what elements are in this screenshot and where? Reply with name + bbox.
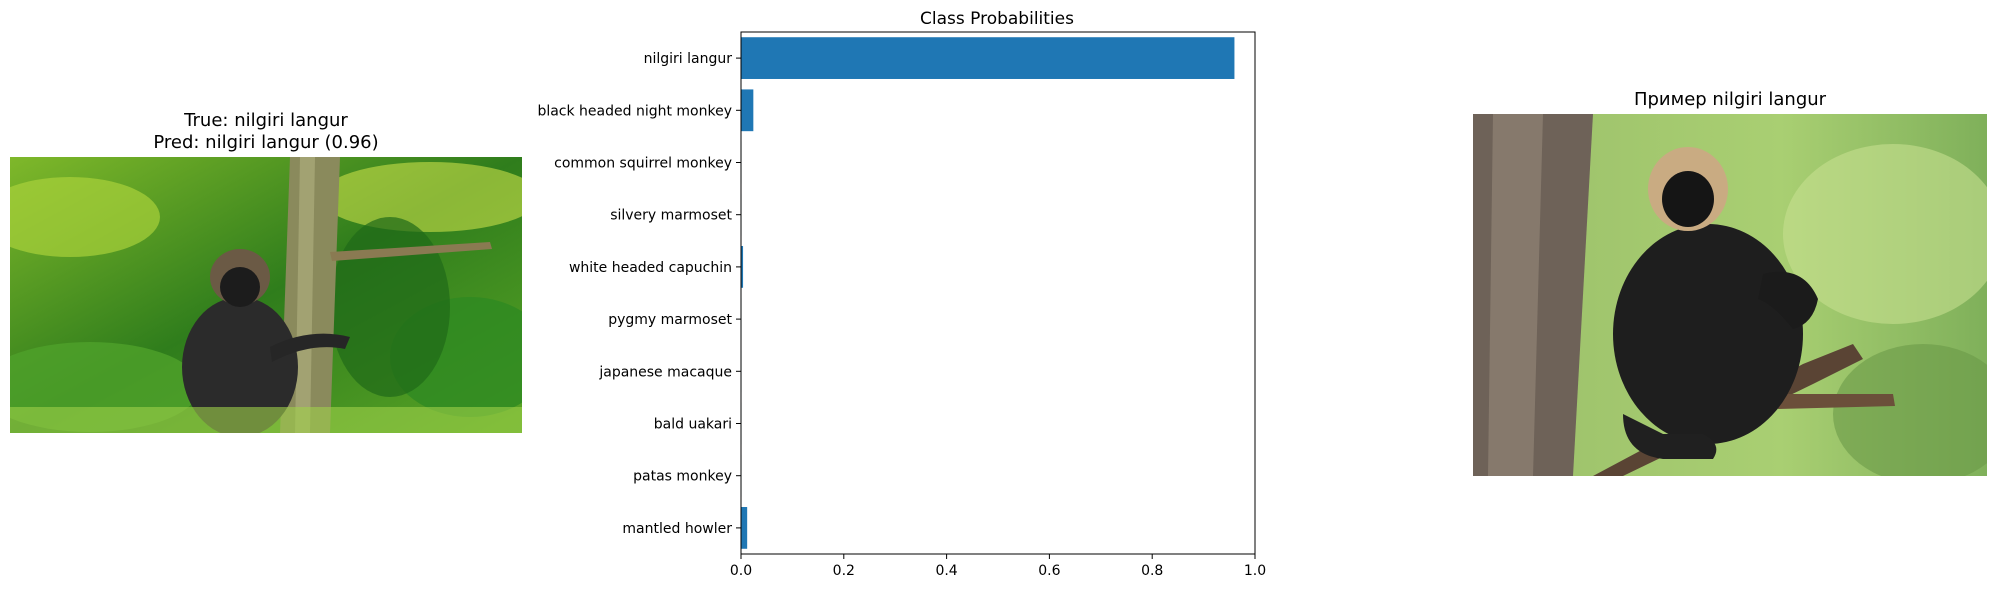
x-tick-label: 0.8 — [1141, 563, 1163, 579]
y-tick-label: silvery marmoset — [610, 208, 732, 224]
bar-4 — [741, 246, 744, 288]
bar-0 — [741, 37, 1235, 79]
y-tick-label: japanese macaque — [598, 364, 732, 380]
bars-layer — [741, 37, 1235, 549]
right-image-title: Пример nilgiri langur — [1473, 89, 1987, 111]
y-tick-label: black headed night monkey — [537, 103, 732, 119]
chart-title: Class Probabilities — [920, 9, 1074, 29]
test-image — [10, 157, 522, 433]
x-tick-label: 0.2 — [833, 563, 855, 579]
example-image — [1473, 114, 1987, 476]
x-tick-label: 1.0 — [1244, 563, 1266, 579]
y-tick-label: patas monkey — [633, 469, 732, 485]
x-tick-label: 0.4 — [935, 563, 957, 579]
bar-9 — [741, 507, 748, 549]
x-tick-label: 0.6 — [1038, 563, 1060, 579]
y-tick-labels: nilgiri langur black headed night monkey c… — [537, 51, 741, 537]
true-label: True: nilgiri langur — [184, 110, 348, 131]
y-tick-label: common squirrel monkey — [554, 156, 732, 172]
y-tick-label: white headed capuchin — [569, 260, 732, 276]
x-tick-labels: 0.0 0.2 0.4 0.6 0.8 1.0 — [730, 554, 1266, 579]
example-image-picture — [1473, 114, 1987, 476]
example-label: Пример nilgiri langur — [1633, 89, 1827, 110]
bar-1 — [741, 89, 754, 132]
x-tick-label: 0.0 — [730, 563, 752, 579]
plot-frame — [740, 31, 1256, 555]
y-tick-label: pygmy marmoset — [608, 312, 732, 328]
y-tick-label: mantled howler — [622, 521, 732, 537]
pred-label: Pred: nilgiri langur (0.96) — [153, 132, 379, 153]
y-tick-label: nilgiri langur — [644, 51, 733, 67]
y-tick-label: bald uakari — [654, 417, 732, 433]
test-image-picture — [10, 157, 522, 433]
left-image-title: True: nilgiri langur Pred: nilgiri langu… — [10, 110, 522, 154]
